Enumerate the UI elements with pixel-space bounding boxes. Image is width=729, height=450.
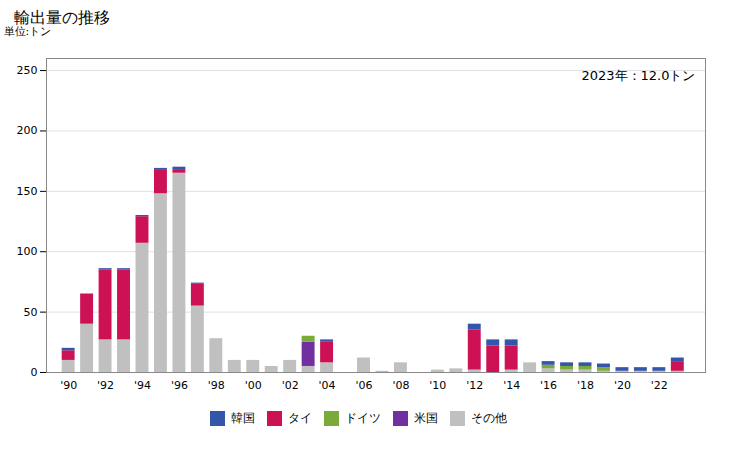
svg-text:'22: '22 [651, 379, 668, 392]
svg-text:'98: '98 [208, 379, 225, 392]
html-text:米国: 米国 [414, 411, 438, 425]
html-text:タイ: タイ [288, 411, 312, 425]
svg-text:150: 150 [17, 185, 38, 198]
svg-text:'16: '16 [540, 379, 557, 392]
svg-text:250: 250 [17, 64, 38, 77]
svg-text:単位:トン: 単位:トン [4, 25, 52, 38]
svg-text:0: 0 [31, 366, 38, 379]
svg-text:'90: '90 [60, 379, 77, 392]
html-text:輸出量の推移: 輸出量の推移 [14, 8, 110, 27]
svg-text:100: 100 [17, 245, 38, 258]
svg-text:'10: '10 [429, 379, 446, 392]
svg-text:'02: '02 [282, 379, 299, 392]
html-text:ドイツ: ドイツ [345, 411, 381, 425]
svg-text:'96: '96 [171, 379, 188, 392]
svg-text:'04: '04 [319, 379, 336, 392]
svg-text:'12: '12 [466, 379, 483, 392]
svg-text:'18: '18 [577, 379, 594, 392]
svg-text:'06: '06 [355, 379, 372, 392]
svg-text:2023年：12.0トン: 2023年：12.0トン [581, 68, 695, 83]
svg-text:'20: '20 [614, 379, 631, 392]
svg-text:'14: '14 [503, 379, 520, 392]
svg-text:50: 50 [24, 306, 38, 319]
svg-text:'92: '92 [97, 379, 114, 392]
svg-text:200: 200 [17, 124, 38, 137]
html-text:韓国: 韓国 [231, 411, 255, 425]
svg-text:'94: '94 [134, 379, 151, 392]
svg-text:'08: '08 [392, 379, 409, 392]
svg-text:'00: '00 [245, 379, 262, 392]
html-text:その他: その他 [471, 411, 507, 425]
